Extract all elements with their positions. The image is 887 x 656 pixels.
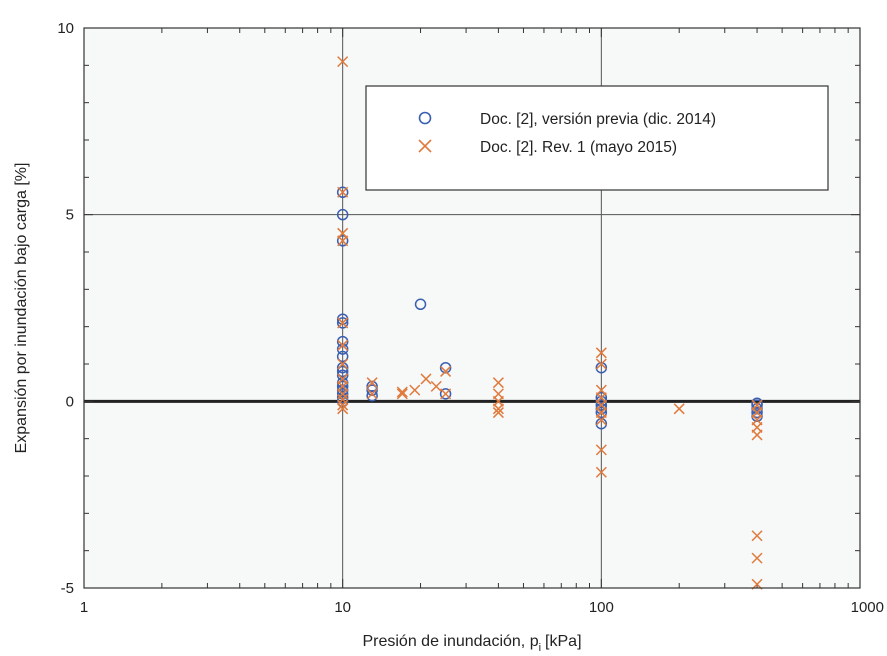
legend-label-series-1: Doc. [2], versión previa (dic. 2014) bbox=[480, 111, 716, 128]
data-point-cross bbox=[337, 403, 349, 415]
y-tick-label: 5 bbox=[66, 207, 74, 224]
x-axis-title-main: Presión de inundación, p bbox=[362, 633, 538, 650]
data-point-cross bbox=[337, 393, 349, 405]
data-point-cross bbox=[595, 414, 607, 426]
data-point-circle bbox=[439, 361, 452, 374]
y-tick-label: 0 bbox=[66, 393, 74, 410]
x-axis-title-unit: [kPa] bbox=[545, 633, 581, 650]
y-tick-label: -5 bbox=[61, 580, 74, 597]
data-point-circle bbox=[336, 350, 349, 363]
data-point-circle bbox=[336, 395, 349, 408]
data-point-cross bbox=[492, 407, 504, 419]
data-point-circle bbox=[336, 376, 349, 389]
plot-frame bbox=[83, 27, 861, 589]
y-tick-label: 10 bbox=[57, 20, 74, 37]
data-point-cross bbox=[396, 386, 408, 398]
data-point-cross bbox=[396, 388, 408, 400]
data-point-cross bbox=[420, 373, 432, 385]
data-point-cross bbox=[337, 339, 349, 351]
data-point-circle bbox=[336, 384, 349, 396]
legend-box bbox=[365, 85, 829, 191]
data-point-circle bbox=[336, 369, 349, 381]
data-point-cross bbox=[673, 403, 685, 415]
x-tick-label: 100 bbox=[589, 599, 614, 616]
data-point-cross bbox=[337, 317, 349, 329]
data-point-cross bbox=[440, 365, 452, 377]
data-point-cross bbox=[409, 384, 421, 396]
x-tick-label: 1000 bbox=[851, 599, 884, 616]
data-point-circle bbox=[336, 208, 349, 221]
data-point-circle bbox=[336, 235, 349, 247]
data-point-circle bbox=[366, 389, 378, 402]
legend: Doc. [2], versión previa (dic. 2014) Doc… bbox=[365, 85, 829, 191]
data-points bbox=[336, 56, 763, 590]
data-point-circle bbox=[366, 384, 378, 396]
data-point-circle bbox=[595, 403, 608, 415]
data-point-circle bbox=[595, 361, 608, 374]
legend-label-series-2: Doc. [2]. Rev. 1 (mayo 2015) bbox=[480, 139, 677, 156]
data-point-cross bbox=[492, 403, 504, 415]
x-axis-title-subscript: i bbox=[539, 642, 541, 654]
data-point-cross bbox=[337, 186, 349, 198]
data-point-circle bbox=[336, 313, 349, 325]
legend-circle-marker bbox=[418, 111, 432, 125]
data-point-circle bbox=[751, 399, 763, 411]
x-axis-title: Presión de inundación, pi [kPa] bbox=[362, 633, 581, 654]
data-point-cross bbox=[337, 399, 349, 411]
data-point-circle bbox=[336, 343, 349, 355]
x-tick-label: 10 bbox=[334, 599, 351, 616]
data-point-circle bbox=[336, 361, 349, 374]
data-point-circle bbox=[595, 406, 608, 419]
data-point-circle bbox=[336, 186, 349, 199]
data-point-circle bbox=[595, 417, 608, 430]
data-point-cross bbox=[440, 388, 452, 400]
data-point-cross bbox=[366, 377, 378, 389]
data-point-circle bbox=[336, 391, 349, 404]
data-point-cross bbox=[595, 347, 607, 359]
data-point-cross bbox=[751, 530, 763, 542]
data-point-circle bbox=[336, 380, 349, 393]
data-point-circle bbox=[595, 391, 608, 404]
y-axis-title: Expansión por inundación bajo carga [%] bbox=[13, 163, 30, 454]
data-point-circle bbox=[439, 388, 452, 400]
legend-x-marker bbox=[418, 139, 432, 153]
data-point-cross bbox=[366, 388, 378, 400]
data-point-cross bbox=[595, 358, 607, 370]
data-point-circle bbox=[751, 410, 763, 423]
data-point-cross bbox=[751, 429, 763, 441]
data-point-cross bbox=[595, 444, 607, 456]
data-point-cross bbox=[751, 552, 763, 564]
data-point-cross bbox=[595, 466, 607, 478]
data-point-circle bbox=[595, 399, 608, 411]
data-point-circle bbox=[336, 365, 349, 378]
data-point-circle bbox=[751, 403, 763, 415]
data-point-cross bbox=[337, 358, 349, 370]
data-point-cross bbox=[337, 56, 349, 68]
data-point-circle bbox=[414, 298, 427, 311]
data-point-cross bbox=[492, 377, 504, 389]
data-point-circle bbox=[595, 395, 608, 408]
data-point-circle bbox=[336, 317, 349, 329]
data-point-cross bbox=[337, 235, 349, 247]
x-tick-label: 1 bbox=[80, 599, 88, 616]
data-point-circle bbox=[751, 406, 763, 419]
data-point-cross bbox=[430, 380, 442, 392]
data-point-circle bbox=[336, 335, 349, 348]
data-point-cross bbox=[337, 388, 349, 400]
